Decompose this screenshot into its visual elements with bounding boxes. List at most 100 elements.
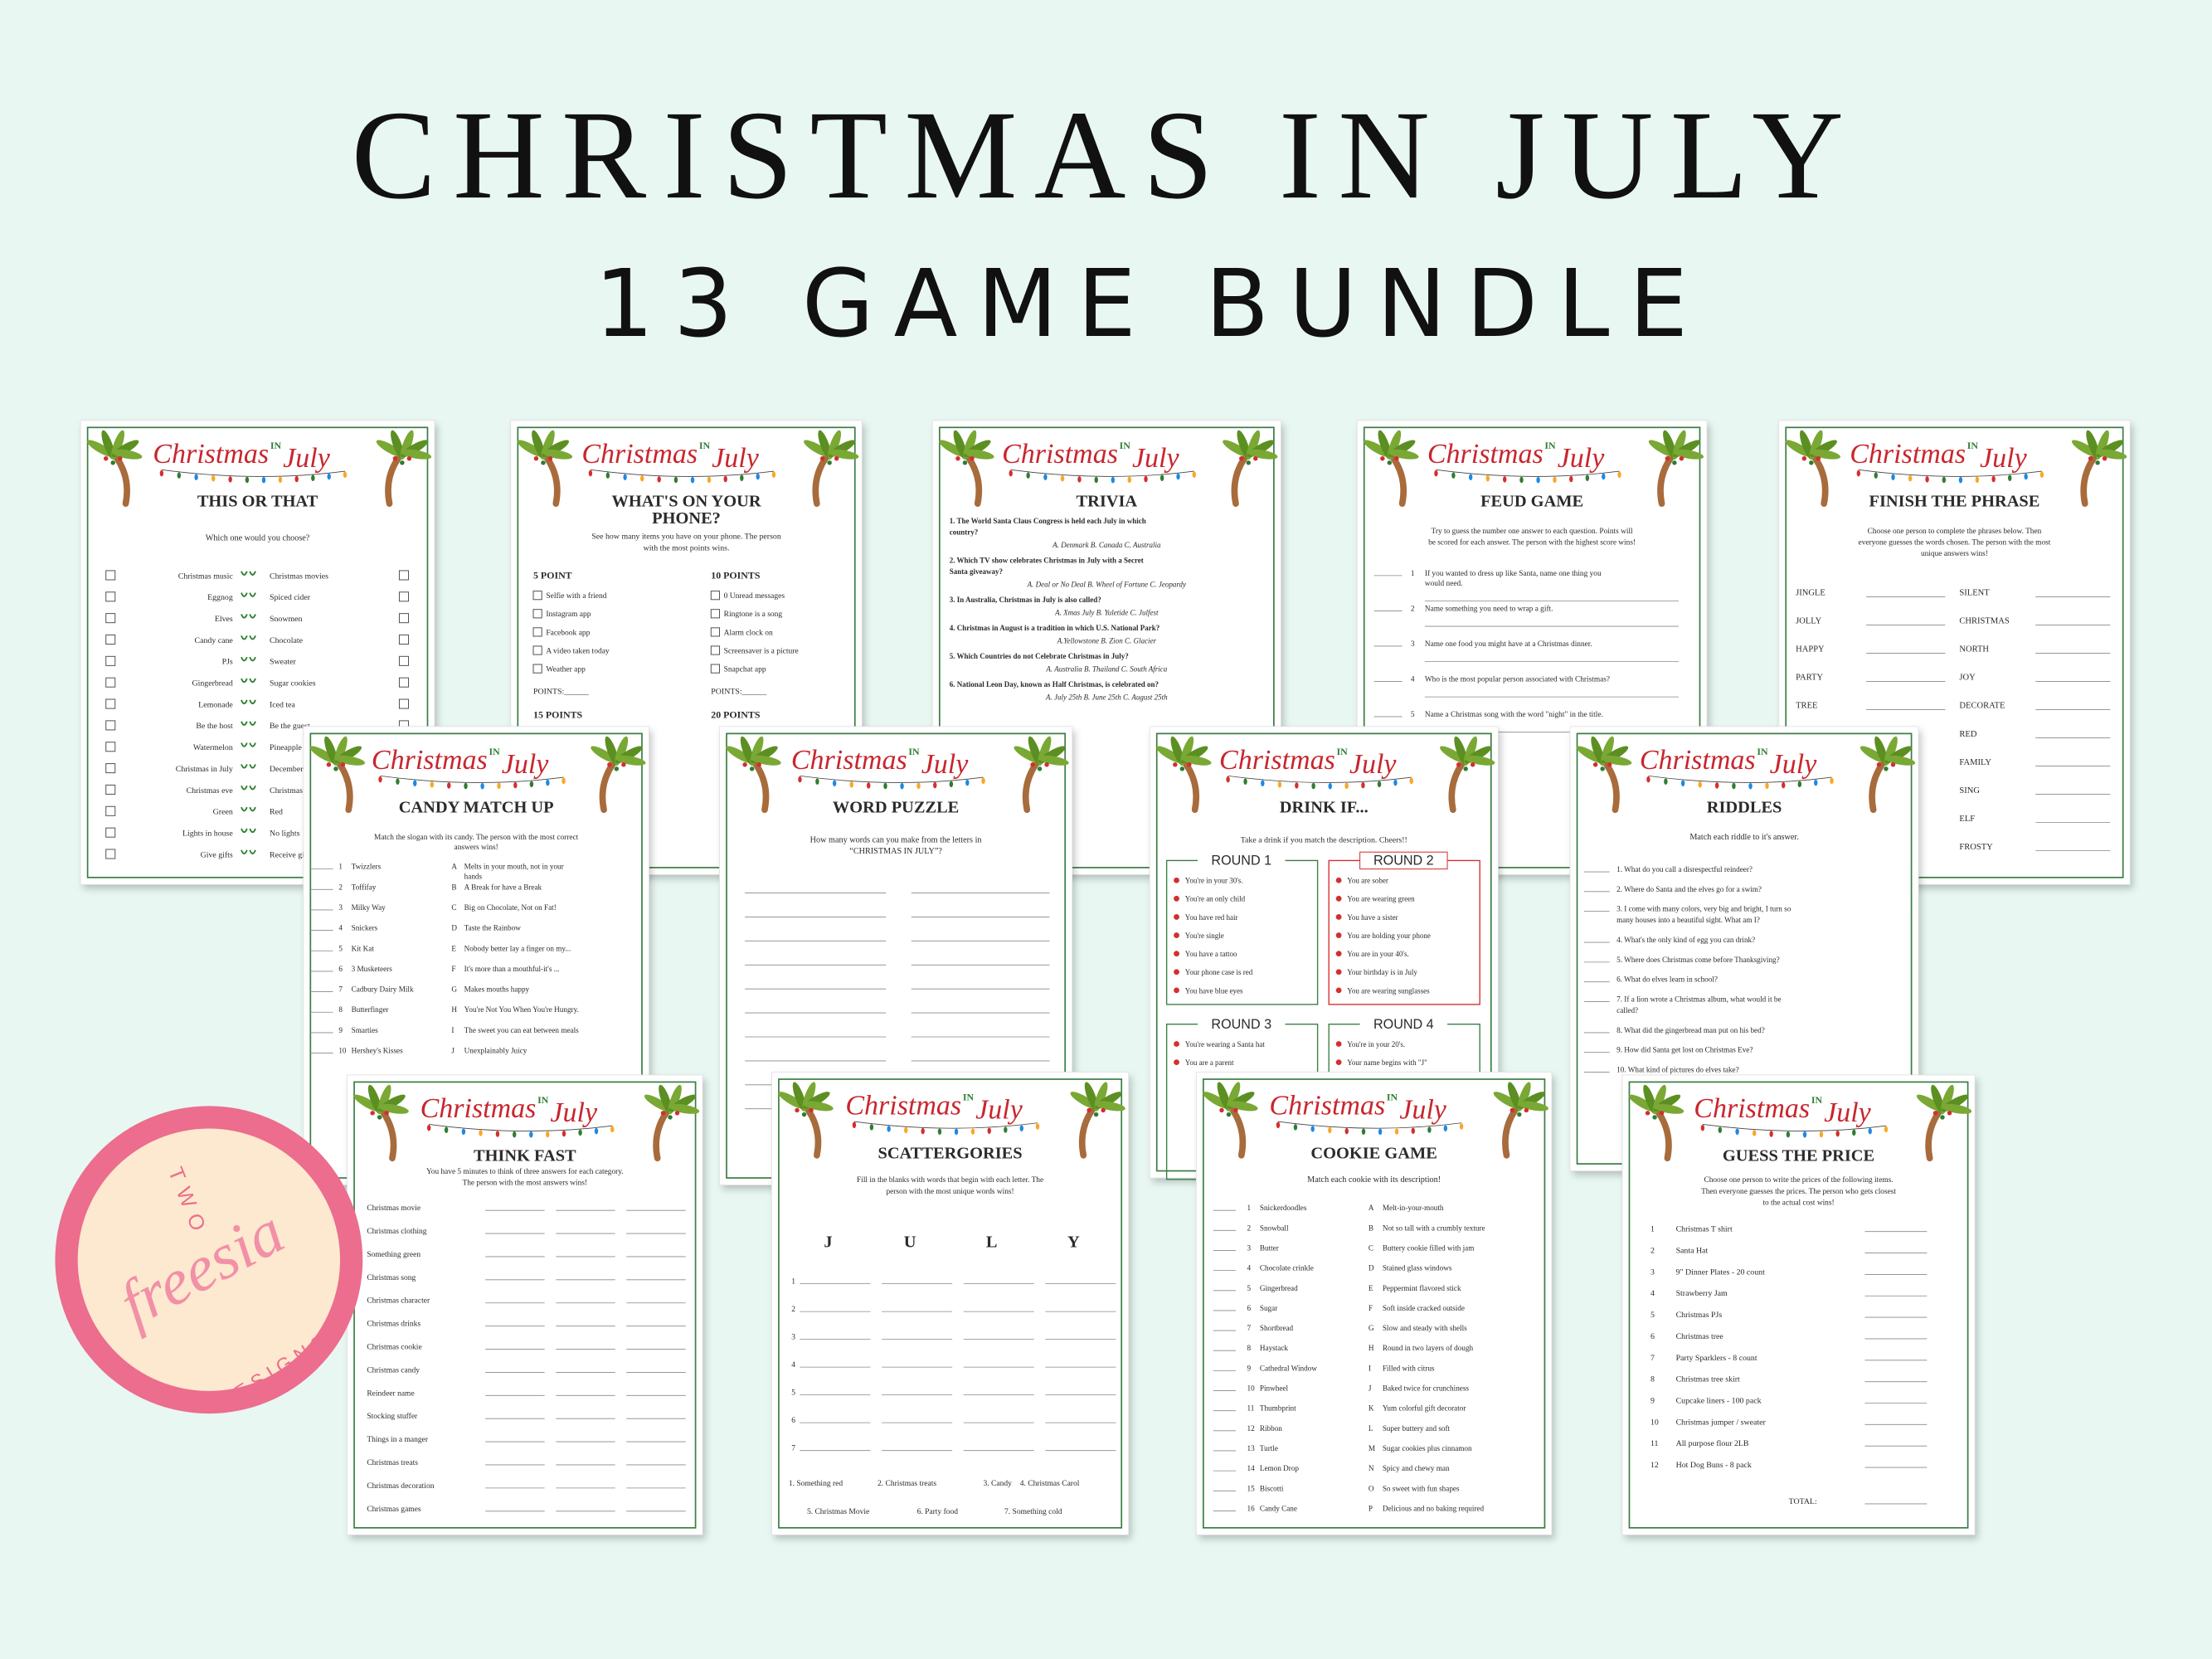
light-bulb: [1830, 777, 1834, 785]
ornament: [749, 766, 755, 771]
text: You are a parent: [1185, 1058, 1234, 1067]
light-bulb: [904, 1126, 908, 1134]
brand-christmas: Christmas: [1850, 439, 1966, 469]
text: 10 POINTS: [711, 569, 761, 581]
light-bulb: [513, 781, 518, 789]
text: 3 Musketeers: [352, 965, 393, 973]
ornament: [541, 460, 546, 465]
checkbox: [105, 784, 116, 795]
light-bulb: [1019, 1125, 1023, 1131]
text: If you wanted to dress up like Santa, na…: [1425, 569, 1602, 578]
palm-leaf: [963, 449, 994, 460]
text: 9: [1247, 1364, 1252, 1372]
checkbox: [105, 849, 116, 859]
light-bulb: [562, 777, 566, 785]
card-title: FINISH THE PHRASE: [1869, 493, 2040, 511]
text: Christmas eve: [187, 786, 234, 795]
text: Y: [1067, 1233, 1080, 1251]
light-bulb: [1026, 472, 1030, 479]
palm-leaf: [1643, 1084, 1657, 1115]
light-bulb: [1852, 1129, 1856, 1136]
card-border: [86, 426, 429, 878]
checkbox: [710, 627, 721, 637]
palm-leaf: [953, 430, 967, 460]
brand-july: July: [712, 443, 760, 474]
text: unique answers wins!: [1921, 550, 1988, 558]
light-bulb: [529, 1131, 533, 1138]
text: Name one food you might have at a Christ…: [1425, 640, 1592, 649]
light-bulb: [396, 778, 400, 785]
text: Lemonade: [198, 700, 233, 709]
text: 8: [1650, 1375, 1655, 1384]
vs-icon: [241, 764, 256, 769]
text: G: [451, 985, 457, 994]
light-bulb: [1261, 780, 1265, 786]
light-string: [853, 1121, 1038, 1129]
text: Taste the Rainbow: [464, 924, 522, 932]
brand-in: IN: [1387, 1092, 1398, 1103]
palm-leaf: [1180, 755, 1212, 766]
text: Christmas games: [367, 1506, 421, 1514]
text: Something green: [367, 1251, 421, 1259]
text: Spiced cider: [270, 593, 311, 602]
vs-icon: [241, 785, 256, 791]
ornament: [1665, 456, 1670, 461]
checkbox: [105, 570, 116, 581]
ornament: [1890, 762, 1896, 767]
text: JOY: [1959, 674, 1976, 683]
subtitle: 13 GAME BUNDLE: [595, 251, 1708, 358]
text: Lights in house: [182, 829, 233, 838]
text: Christmas music: [178, 572, 234, 581]
text: Be the host: [196, 722, 233, 731]
light-bulb: [970, 1128, 975, 1135]
brand-christmas: Christmas: [372, 745, 488, 776]
palm-leaf: [1028, 736, 1042, 766]
light-bulb: [461, 1128, 466, 1136]
text: Christmas movie: [367, 1204, 421, 1213]
brand-in: IN: [1337, 746, 1349, 757]
text: ROUND 3: [1211, 1017, 1271, 1032]
light-bulb: [1735, 1128, 1739, 1136]
text: NORTH: [1959, 645, 1989, 654]
ornament: [1101, 1107, 1106, 1113]
light-bulb: [327, 473, 331, 480]
palm-leaf: [1247, 449, 1278, 460]
text: A. Denmark B. Canada C. Australia: [1052, 541, 1161, 549]
light-bulb: [640, 475, 644, 482]
text: 1: [1247, 1204, 1252, 1212]
brand-in: IN: [1544, 440, 1556, 451]
text: 5. Which Countries do not Celebrate Chri…: [950, 652, 1129, 660]
light-bulb: [869, 1124, 874, 1131]
light-bulb: [1127, 476, 1131, 484]
palm-leaf: [659, 1084, 673, 1115]
light-bulb: [1159, 474, 1164, 482]
light-bulb: [1434, 469, 1438, 477]
text: 1. The World Santa Claus Congress is hel…: [950, 517, 1146, 525]
brand-in: IN: [1967, 440, 1979, 451]
light-bulb: [1361, 1128, 1366, 1135]
ornament: [1463, 766, 1468, 771]
text: 1. What do you call a disrespectful rein…: [1616, 865, 1753, 873]
checkbox: [105, 677, 116, 688]
light-bulb: [444, 1126, 449, 1133]
brand-christmas: Christmas: [791, 745, 907, 776]
text: Choose one person to write the prices of…: [1704, 1175, 1893, 1185]
card-title: RIDDLES: [1707, 799, 1782, 817]
palm-leaf: [111, 449, 143, 460]
light-bulb: [1311, 782, 1315, 790]
light-bulb: [1328, 782, 1332, 790]
text: The person with the most answers wins!: [463, 1180, 588, 1188]
text: HAPPY: [1796, 645, 1825, 654]
text: 3: [1247, 1243, 1252, 1252]
palm-leaf: [1388, 449, 1419, 460]
light-bulb: [1111, 476, 1116, 484]
text: Stocking stuffer: [367, 1412, 418, 1421]
light-bulb: [949, 781, 954, 788]
text: 0 Unread messages: [724, 592, 785, 601]
bullet: [1174, 951, 1179, 957]
text: 4. Christmas Carol: [1020, 1480, 1080, 1488]
text: 10: [338, 1047, 347, 1055]
brand-in: IN: [537, 1094, 549, 1106]
